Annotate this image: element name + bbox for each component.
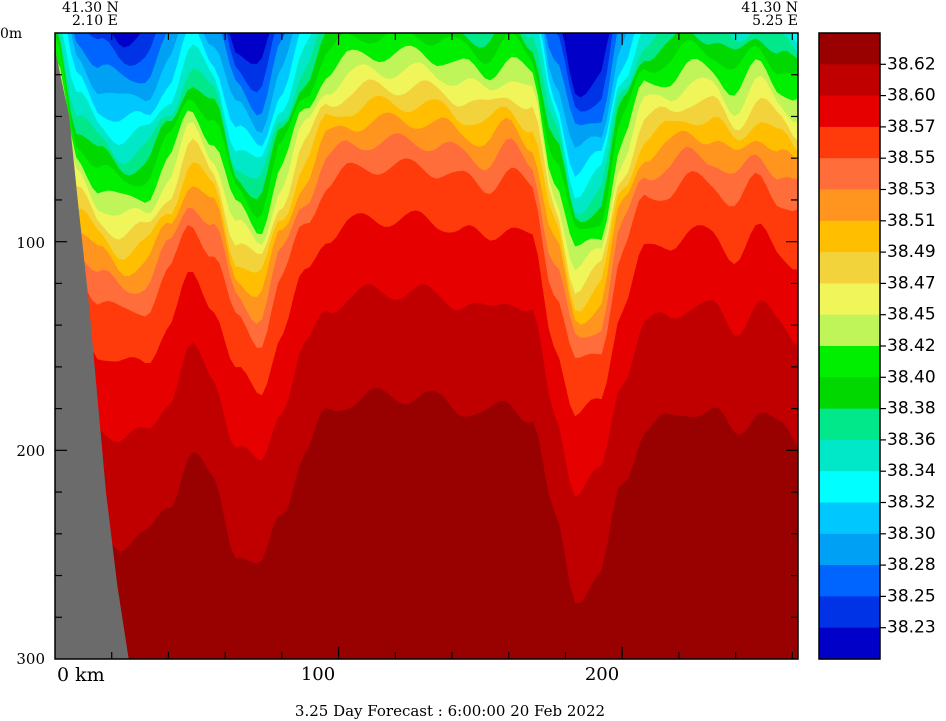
y-tick-label-100: 100 (16, 234, 45, 252)
left-lon-label: 2.10 E (72, 13, 118, 29)
colorbar-cell (819, 220, 880, 253)
y-tick-label-200: 200 (16, 442, 45, 460)
colorbar-label: 38.49 (887, 242, 936, 262)
colorbar-cell (819, 126, 880, 159)
colorbar-cell (819, 33, 880, 65)
colorbar-label: 38.30 (887, 524, 936, 544)
x-tick-label-100: 100 (301, 664, 335, 685)
colorbar-label: 38.51 (887, 211, 936, 231)
colorbar-cell (819, 189, 880, 222)
colorbar-cell (819, 314, 880, 347)
land-mask (55, 49, 129, 659)
colorbar-cell (819, 158, 880, 191)
band-19 (111, 33, 610, 98)
colorbar-label: 38.40 (887, 367, 936, 387)
colorbar-label: 38.34 (887, 461, 936, 481)
colorbar-label: 38.36 (887, 430, 936, 450)
colorbar-label: 38.23 (887, 618, 936, 638)
colorbar-cell (819, 627, 880, 660)
colorbar-cell (819, 502, 880, 535)
colorbar-label: 38.42 (887, 336, 936, 356)
colorbar-label: 38.53 (887, 180, 936, 200)
colorbar-label: 38.45 (887, 305, 936, 325)
colorbar-cell (819, 596, 880, 629)
plot-area (55, 33, 798, 659)
colorbar-cell (819, 471, 880, 504)
colorbar-label: 38.25 (887, 586, 936, 606)
colorbar-label: 38.28 (887, 555, 936, 575)
y-top-label: 0m (0, 26, 22, 42)
colorbar-labels: 38.62 38.60 38.57 38.55 38.53 38.51 38.49 38.47… (880, 54, 936, 638)
colorbar-cell (819, 565, 880, 597)
left-lat-label: 41.30 N (62, 0, 119, 16)
colorbar-cell (819, 377, 880, 410)
colorbar-cell (819, 408, 880, 441)
axis-ticks (55, 33, 798, 659)
colorbar-cell (819, 346, 880, 378)
band-18 (87, 33, 613, 112)
plot-frame (54, 32, 799, 660)
colorbar-label: 38.47 (887, 273, 936, 293)
colorbar-label: 38.55 (887, 148, 936, 168)
colorbar-cell (819, 533, 880, 566)
y-bottom-label: 300 (16, 650, 45, 668)
forecast-title: 3.25 Day Forecast : 6:00:00 20 Feb 2022 (295, 702, 605, 720)
colorbar-cell (819, 95, 880, 128)
colorbar-cell (819, 283, 880, 316)
x-tick-label-200: 200 (585, 664, 619, 685)
colorbar-cell (819, 64, 880, 97)
colorbar-cell (819, 439, 880, 472)
colorbar-label: 38.57 (887, 117, 936, 137)
colorbar-label: 38.62 (887, 54, 936, 74)
x-unit-label: 0 km (57, 664, 105, 686)
right-lon-label: 5.25 E (752, 13, 798, 29)
salinity-bands (55, 33, 798, 659)
colorbar-label: 38.60 (887, 86, 936, 106)
colorbar-label: 38.32 (887, 493, 936, 513)
right-lat-label: 41.30 N (741, 0, 798, 16)
colorbar-cell (819, 252, 880, 284)
colorbar (819, 33, 880, 660)
colorbar-label: 38.38 (887, 399, 936, 419)
